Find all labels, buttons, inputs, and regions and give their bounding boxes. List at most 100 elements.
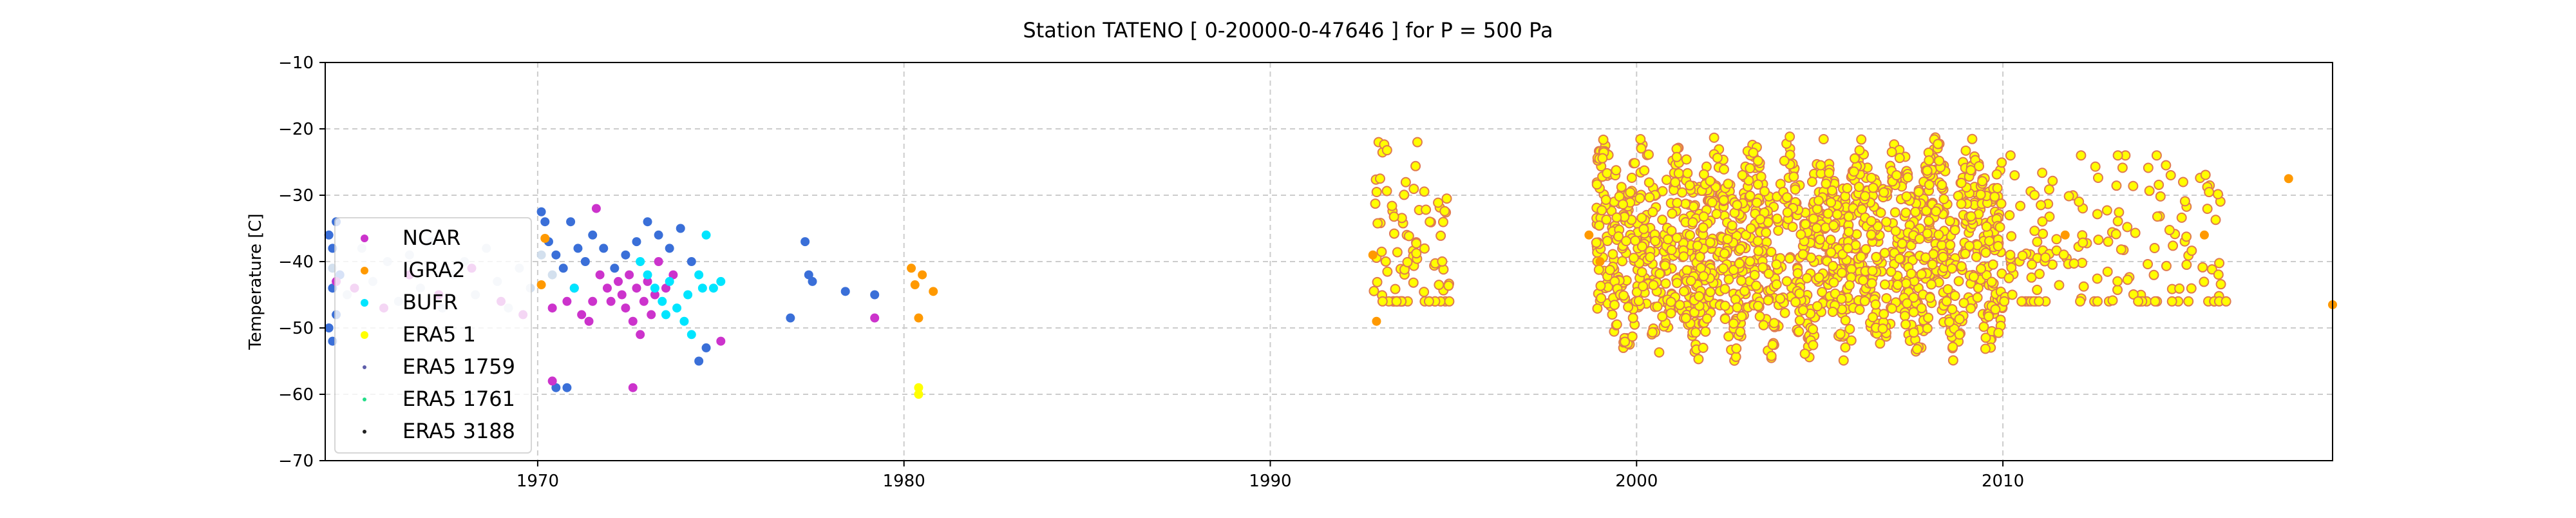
era5-1-point: [1705, 175, 1716, 186]
era5-1-point: [1381, 145, 1392, 156]
era5-1-point: [1391, 296, 1402, 307]
era5-1-point: [1682, 168, 1693, 178]
era5-1-point: [1693, 354, 1704, 365]
era5-1-point: [1989, 191, 2000, 202]
era5-1-point: [1408, 184, 1419, 195]
era5-1-point: [1975, 189, 1986, 200]
era5-1-point: [1947, 355, 1958, 366]
y-axis-label: Temperature [C]: [246, 213, 265, 350]
era5-1-point: [1371, 186, 1382, 197]
era5-1-point: [1958, 298, 1969, 309]
legend-marker: [361, 267, 368, 274]
era5-1-point: [2016, 296, 2027, 307]
era5-1-point: [2037, 216, 2048, 227]
era5-1-point: [1814, 272, 1824, 283]
era5-1-point: [1991, 169, 2002, 180]
era5-1-point: [1956, 261, 1967, 272]
era5-1-point: [1879, 309, 1889, 320]
era5-1-point: [1591, 179, 1602, 190]
era5-1-point: [1978, 321, 1989, 332]
era5-1-point: [1971, 251, 1982, 262]
era5-1-point: [1752, 236, 1763, 247]
era5-1-point: [2054, 280, 2065, 291]
era5-1-point: [1916, 303, 1927, 314]
series-point: [569, 283, 579, 293]
era5-1-point: [2154, 179, 2164, 190]
era5-1-point: [1719, 164, 1730, 175]
era5-1-point: [1824, 168, 1835, 178]
era5-1-point: [2179, 196, 2190, 207]
blue-point: [580, 257, 590, 266]
era5-1-point: [1956, 198, 1967, 209]
blue-point: [324, 323, 334, 332]
era5-1-point: [1663, 234, 1674, 245]
era5-1-point: [1980, 332, 1991, 343]
era5-1-point: [1835, 329, 1846, 340]
era5-1-point: [1860, 191, 1871, 202]
era5-1-point: [2007, 289, 2018, 300]
era5-1-point: [2074, 196, 2085, 207]
era5-1-point: [1956, 177, 1967, 188]
era5-1-point: [1441, 193, 1452, 204]
legend-label: ERA5 1: [402, 322, 476, 347]
era5-1-point: [1866, 216, 1877, 227]
era5-1-point: [2107, 295, 2118, 306]
series-point: [606, 296, 616, 306]
blue-point: [566, 217, 576, 227]
blue-point: [654, 230, 663, 240]
era5-1-point: [1848, 166, 1859, 177]
era5-1-point: [1376, 246, 1387, 257]
series-point: [661, 283, 670, 293]
series-point: [628, 316, 638, 326]
era5-1-point: [1611, 319, 1622, 330]
series-point: [914, 383, 923, 392]
series-point: [588, 296, 598, 306]
legend-label: ERA5 1761: [402, 387, 515, 411]
era5-1-point: [1596, 293, 1607, 303]
era5-1-point: [1680, 312, 1691, 323]
series-point: [716, 276, 726, 286]
series-point: [679, 316, 689, 326]
era5-1-point: [1591, 237, 1602, 248]
era5-1-point: [1973, 282, 1984, 293]
era5-1-point: [1647, 327, 1658, 338]
legend-marker: [363, 430, 366, 434]
era5-1-point: [1815, 160, 1826, 171]
era5-1-point: [2206, 264, 2217, 275]
era5-1-point: [2093, 235, 2104, 245]
era5-1-point: [1634, 193, 1645, 204]
era5-1-point: [1981, 221, 1992, 232]
blue-point: [551, 250, 561, 260]
era5-1-point: [1723, 274, 1734, 285]
era5-1-point: [1674, 300, 1685, 311]
era5-1-point: [1856, 134, 1867, 145]
era5-1-point: [1623, 302, 1634, 312]
era5-1-point: [1625, 187, 1636, 198]
series-point: [636, 257, 645, 266]
background-point: [547, 270, 557, 280]
era5-1-point: [1594, 220, 1605, 231]
blue-point: [540, 217, 550, 227]
series-point: [577, 310, 587, 320]
era5-1-point: [1752, 197, 1763, 208]
era5-1-point: [2116, 244, 2126, 255]
series-point: [910, 280, 920, 290]
era5-1-point: [1652, 301, 1663, 312]
era5-1-point: [2213, 189, 2224, 200]
era5-1-point: [1826, 197, 1837, 208]
era5-1-point: [1763, 295, 1774, 306]
era5-1-point: [1402, 256, 1413, 267]
era5-1-point: [2215, 279, 2226, 290]
era5-1-point: [1755, 214, 1766, 225]
blue-point: [610, 264, 620, 273]
era5-1-point: [1719, 300, 1730, 311]
era5-1-point: [1626, 173, 1637, 184]
era5-1-point: [1785, 131, 1795, 142]
era5-1-point: [2075, 296, 2086, 307]
era5-1-point: [1953, 276, 1964, 287]
era5-1-point: [1665, 308, 1676, 319]
series-point: [540, 233, 550, 243]
era5-1-point: [1761, 227, 1772, 238]
series-point: [1368, 250, 1378, 260]
era5-1-point: [1832, 209, 1842, 220]
